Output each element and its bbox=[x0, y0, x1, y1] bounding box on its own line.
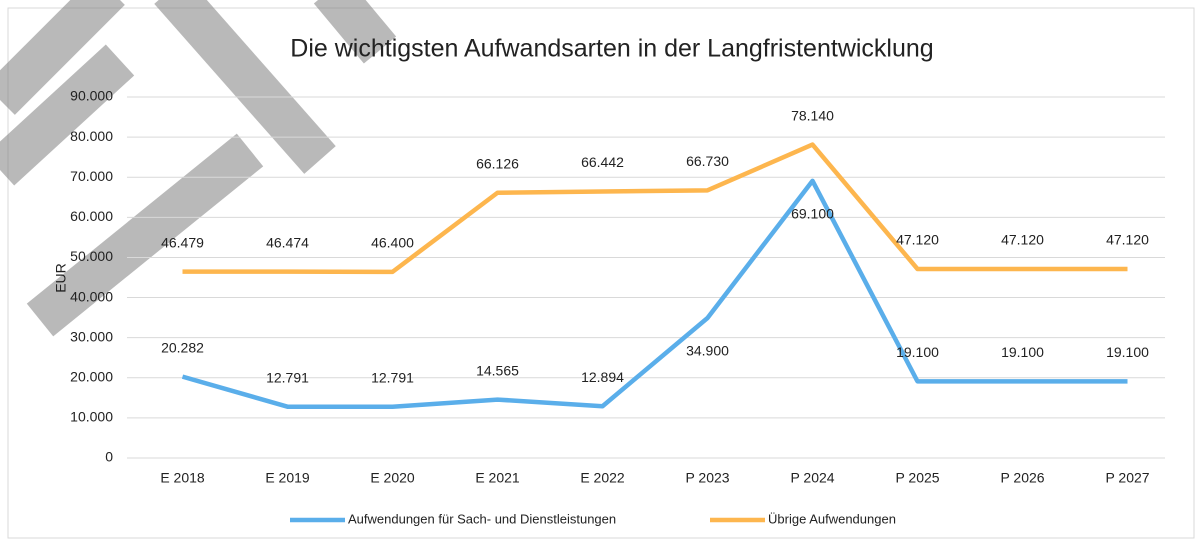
series-line bbox=[182, 142, 1128, 275]
data-label: 46.479 bbox=[161, 234, 204, 250]
watermark bbox=[0, 0, 397, 337]
data-label: 66.126 bbox=[476, 155, 519, 171]
data-label: 14.565 bbox=[476, 362, 519, 378]
y-tick-label: 80.000 bbox=[70, 128, 113, 144]
y-tick-label: 20.000 bbox=[70, 368, 113, 384]
data-label: 20.282 bbox=[161, 339, 204, 355]
data-label: 47.120 bbox=[896, 232, 939, 248]
data-label: 12.791 bbox=[371, 369, 414, 385]
y-tick-label: 40.000 bbox=[70, 288, 113, 304]
data-label: 19.100 bbox=[896, 344, 939, 360]
y-tick-label: 90.000 bbox=[70, 88, 113, 104]
y-tick-label: 30.000 bbox=[70, 328, 113, 344]
x-tick-label: E 2022 bbox=[580, 470, 625, 486]
legend-label: Übrige Aufwendungen bbox=[768, 511, 896, 526]
series-line bbox=[181, 178, 1128, 409]
x-tick-label: P 2024 bbox=[790, 470, 834, 486]
legend-label: Aufwendungen für Sach- und Dienstleistun… bbox=[348, 511, 616, 526]
y-axis-label: EUR bbox=[53, 263, 69, 293]
x-tick-label: P 2027 bbox=[1105, 470, 1149, 486]
data-label: 12.791 bbox=[266, 369, 309, 385]
y-tick-label: 10.000 bbox=[70, 409, 113, 425]
x-tick-label: E 2021 bbox=[475, 470, 520, 486]
data-label: 46.400 bbox=[371, 235, 414, 251]
y-tick-label: 60.000 bbox=[70, 208, 113, 224]
chart-title: Die wichtigsten Aufwandsarten in der Lan… bbox=[290, 35, 933, 63]
data-label: 47.120 bbox=[1106, 232, 1149, 248]
data-label: 19.100 bbox=[1001, 344, 1044, 360]
x-tick-label: P 2025 bbox=[895, 470, 939, 486]
data-label: 66.442 bbox=[581, 154, 624, 170]
x-tick-label: E 2018 bbox=[160, 470, 205, 486]
data-label: 12.894 bbox=[581, 369, 624, 385]
y-tick-label: 50.000 bbox=[70, 248, 113, 264]
data-label: 34.900 bbox=[686, 343, 729, 359]
y-tick-label: 0 bbox=[105, 449, 113, 465]
data-label: 47.120 bbox=[1001, 232, 1044, 248]
y-tick-label: 70.000 bbox=[70, 168, 113, 184]
data-label: 69.100 bbox=[791, 206, 834, 222]
x-tick-label: P 2026 bbox=[1000, 470, 1044, 486]
data-label: 46.474 bbox=[266, 234, 309, 250]
data-label: 19.100 bbox=[1106, 344, 1149, 360]
x-tick-label: E 2019 bbox=[265, 470, 310, 486]
data-label: 78.140 bbox=[791, 107, 834, 123]
x-tick-label: E 2020 bbox=[370, 470, 415, 486]
x-tick-label: P 2023 bbox=[685, 470, 729, 486]
data-label: 66.730 bbox=[686, 153, 729, 169]
